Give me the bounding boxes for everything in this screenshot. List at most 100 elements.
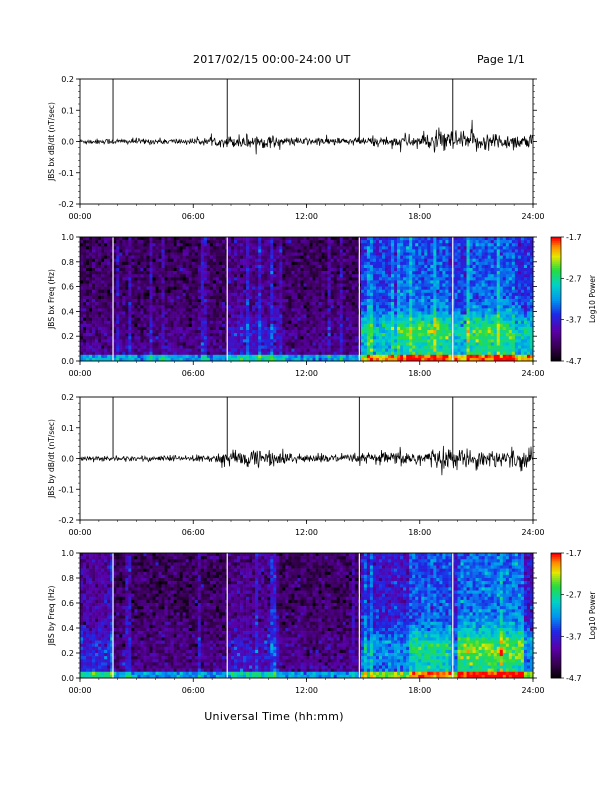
spectrogram-cell <box>203 255 208 259</box>
spectrogram-cell <box>354 249 359 253</box>
spectrogram-cell <box>394 243 398 247</box>
spectrogram-cell <box>427 305 431 309</box>
spectrogram-cell <box>445 295 449 300</box>
spectrogram-cell <box>158 336 162 340</box>
spectrogram-cell <box>427 314 431 318</box>
spectrogram-cell <box>297 305 301 309</box>
spectrogram-cell <box>406 326 410 331</box>
spectrogram-cell <box>369 243 374 247</box>
spectrogram-cell <box>309 258 313 263</box>
spectrogram-cell <box>369 357 374 362</box>
spectrogram-cell <box>303 240 307 244</box>
spectrogram-cell <box>89 311 93 315</box>
spectrogram-cell <box>92 274 96 278</box>
spectrogram-cell <box>436 258 440 263</box>
spectrogram-cell <box>155 264 159 269</box>
spectrogram-cell <box>182 280 186 284</box>
spectrogram-cell <box>385 314 389 318</box>
spectrogram-cell <box>421 314 425 318</box>
spectrogram-cell <box>424 326 428 331</box>
spectrogram-cell <box>412 348 416 352</box>
spectrogram-cell <box>406 320 410 325</box>
spectrogram-cell <box>249 320 253 325</box>
spectrogram-cell <box>206 323 211 328</box>
spectrogram-cell <box>215 333 220 337</box>
spectrogram-cell <box>107 339 111 343</box>
spectrogram-cell <box>400 351 404 356</box>
spectrogram-cell <box>312 299 316 303</box>
spectrogram-cell <box>200 357 205 362</box>
spectrogram-cell <box>107 292 111 297</box>
spectrogram-cell <box>237 330 241 334</box>
spectrogram-cell <box>339 299 344 303</box>
spectrogram-cell <box>339 258 344 263</box>
spectrogram-cell <box>261 252 265 256</box>
spectrogram-cell <box>285 268 289 272</box>
spectrogram-cell <box>167 342 171 346</box>
spectrogram-cell <box>276 258 280 263</box>
spectrogram-cell <box>149 326 153 331</box>
spectrogram-cell <box>445 264 449 269</box>
spectrogram-cell <box>119 339 123 343</box>
spectrogram-cell <box>191 299 196 303</box>
spectrogram-cell <box>116 345 120 349</box>
spectrogram-cell <box>252 336 256 340</box>
spectrogram-cell <box>378 330 383 334</box>
spectrogram-cell <box>234 333 238 337</box>
spectrogram-cell <box>321 357 325 362</box>
spectrogram-cell <box>164 283 168 287</box>
spectrogram-cell <box>409 289 413 294</box>
spectrogram-cell <box>321 299 325 303</box>
spectrogram-cell <box>101 237 105 241</box>
spectrogram-cell <box>369 286 374 290</box>
spectrogram-cell <box>209 351 214 356</box>
spectrogram-cell <box>194 348 199 352</box>
spectrogram-cell <box>243 264 247 269</box>
spectrogram-cell <box>83 246 87 250</box>
spectrogram-cell <box>439 333 443 337</box>
spectrogram-cell <box>206 249 211 253</box>
spectrogram-cell <box>309 323 313 328</box>
spectrogram-cell <box>89 264 93 269</box>
spectrogram-cell <box>101 354 105 359</box>
spectrogram-cell <box>197 274 202 278</box>
spectrogram-cell <box>439 323 443 328</box>
spectrogram-cell <box>388 237 392 241</box>
spectrogram-cell <box>258 314 262 318</box>
spectrogram-cell <box>306 268 310 272</box>
spectrogram-cell <box>369 249 374 253</box>
spectrogram-cell <box>439 345 443 349</box>
spectrogram-cell <box>385 286 389 290</box>
spectrogram-cell <box>397 326 401 331</box>
spectrogram-cell <box>273 237 277 241</box>
spectrogram-cell <box>185 277 190 281</box>
spectrogram-cell <box>273 336 277 340</box>
spectrogram-cell <box>288 264 292 269</box>
spectrogram-cell <box>360 268 365 272</box>
spectrogram-cell <box>215 277 220 281</box>
spectrogram-cell <box>167 348 171 352</box>
spectrogram-cell <box>442 277 446 281</box>
spectrogram-cell <box>333 333 337 337</box>
spectrogram-cell <box>391 308 395 312</box>
spectrogram-cell <box>309 271 313 275</box>
spectrogram-cell <box>188 268 193 272</box>
spectrogram-cell <box>255 261 259 266</box>
spectrogram-cell <box>107 333 111 337</box>
spectrogram-cell <box>382 351 386 356</box>
spectrogram-cell <box>363 345 368 349</box>
spectrogram-cell <box>218 283 223 287</box>
spectrogram-cell <box>348 243 353 247</box>
spectrogram-cell <box>333 302 337 306</box>
spectrogram-cell <box>146 314 150 318</box>
spectrogram-cell <box>267 345 271 349</box>
spectrogram-cell <box>442 261 446 266</box>
spectrogram-cell <box>191 342 196 346</box>
spectrogram-cell <box>448 240 452 244</box>
spectrogram-cell <box>276 336 280 340</box>
spectrogram-cell <box>152 237 156 241</box>
spectrogram-cell <box>306 320 310 325</box>
spectrogram-cell <box>354 354 359 359</box>
spectrogram-cell <box>436 286 440 290</box>
